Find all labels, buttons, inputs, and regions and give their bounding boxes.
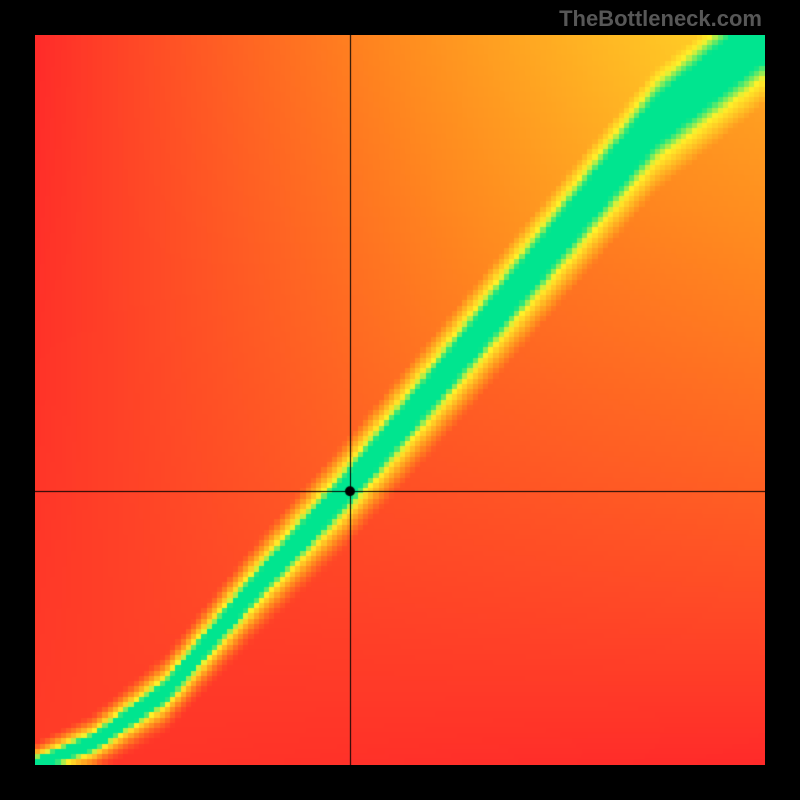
- chart-container: TheBottleneck.com: [0, 0, 800, 800]
- watermark-text: TheBottleneck.com: [559, 6, 762, 32]
- heatmap-canvas: [35, 35, 765, 765]
